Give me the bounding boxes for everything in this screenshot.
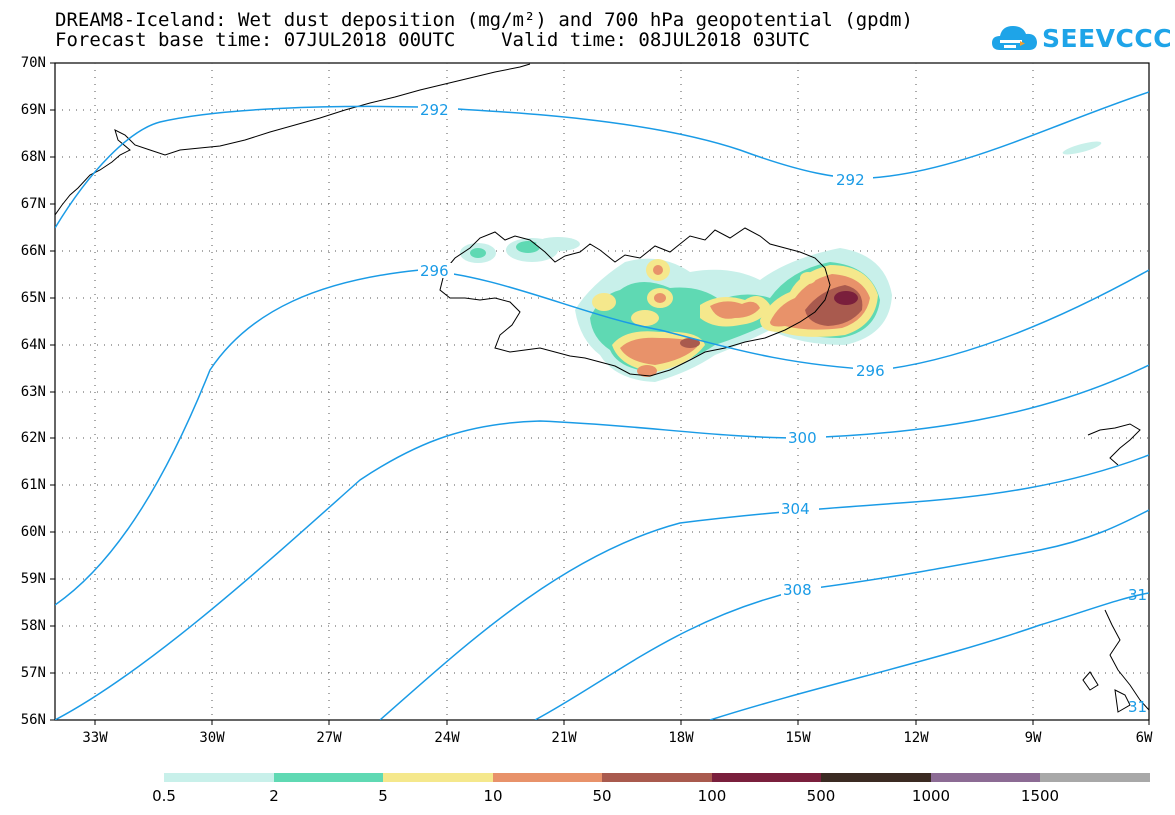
greenland-coast (55, 63, 531, 216)
lat-label: 69N (20, 102, 46, 118)
contour-label: 296 (856, 362, 885, 380)
lon-label: 33W (82, 730, 108, 746)
dust-area (592, 293, 616, 311)
colorbar-bin (602, 773, 712, 782)
colorbar-label: 0.5 (152, 787, 176, 805)
dust-deposition-field (460, 141, 1102, 382)
lat-label: 58N (20, 618, 46, 634)
chart-title: DREAM8-Iceland: Wet dust deposition (mg/… (55, 9, 913, 31)
lon-label: 21W (551, 730, 577, 746)
contour-label: 31 (1128, 698, 1147, 716)
colorbar-label: 10 (483, 787, 503, 805)
contour-label: 300 (788, 429, 817, 447)
contour-label: 31 (1128, 586, 1147, 604)
colorbar (164, 773, 1150, 782)
lat-label: 63N (20, 384, 46, 400)
dust-area (470, 248, 486, 258)
colorbar-bin (1040, 773, 1150, 782)
scotland-coast (1104, 609, 1149, 711)
lon-label: 30W (199, 730, 225, 746)
chart-subtitle: Forecast base time: 07JUL2018 00UTC Vali… (55, 29, 810, 51)
colorbar-bin (493, 773, 602, 782)
logo-text: SEEVCCC (1042, 24, 1173, 53)
contour-292 (55, 91, 1149, 229)
islands-coast (1114, 689, 1131, 713)
tick-marks (50, 62, 1150, 725)
lat-label: 60N (20, 524, 46, 540)
dust-area (637, 365, 657, 377)
lat-label: 56N (20, 712, 46, 728)
contour-296 (55, 269, 1149, 606)
colorbar-bin (712, 773, 821, 782)
dust-area (516, 241, 540, 253)
islands-coast (1082, 671, 1099, 691)
colorbar-bin (383, 773, 493, 782)
lon-label: 6W (1135, 730, 1153, 746)
coastlines (55, 63, 1149, 713)
colorbar-label: 5 (378, 787, 388, 805)
dust-area (1062, 141, 1102, 155)
lat-label: 64N (20, 337, 46, 353)
contour-label: 292 (836, 171, 865, 189)
lat-label: 67N (20, 196, 46, 212)
dust-area (710, 301, 760, 319)
lat-label: 61N (20, 477, 46, 493)
dust-area (800, 272, 816, 284)
seevccc-logo: SEEVCCC (990, 20, 1172, 58)
lat-label: 66N (20, 243, 46, 259)
faroe-coast (1087, 423, 1141, 466)
iceland-coast (439, 227, 831, 377)
lon-label: 18W (668, 730, 694, 746)
dust-area (834, 291, 858, 305)
contour-300 (55, 364, 1149, 720)
colorbar-label: 1000 (911, 787, 951, 805)
lat-label: 62N (20, 430, 46, 446)
cloud-icon (992, 26, 1037, 50)
colorbar-bin (164, 773, 274, 782)
colorbar-label: 100 (697, 787, 727, 805)
contour-label: 292 (420, 101, 449, 119)
colorbar-label: 500 (806, 787, 836, 805)
contour-304 (379, 454, 1149, 720)
dust-area (654, 293, 666, 303)
contour-308 (534, 509, 1149, 720)
colorbar-bin (274, 773, 383, 782)
colorbar-bin (821, 773, 931, 782)
contour-label: 308 (783, 581, 812, 599)
geopotential-contours (55, 91, 1149, 720)
colorbar-label: 2 (269, 787, 279, 805)
colorbar-bin (931, 773, 1040, 782)
contour-label: 296 (420, 262, 449, 280)
lon-label: 27W (316, 730, 342, 746)
contour-label: 304 (781, 500, 810, 518)
lat-label: 65N (20, 290, 46, 306)
dust-area (680, 338, 700, 348)
lat-label: 59N (20, 571, 46, 587)
colorbar-label: 50 (592, 787, 612, 805)
dust-area (620, 337, 697, 365)
colorbar-label: 1500 (1020, 787, 1060, 805)
lon-label: 15W (785, 730, 811, 746)
lat-label: 68N (20, 149, 46, 165)
lon-label: 12W (903, 730, 929, 746)
lon-label: 24W (434, 730, 460, 746)
dust-area (631, 310, 659, 326)
dust-area (536, 237, 580, 251)
lat-label: 57N (20, 665, 46, 681)
contour-312 (709, 592, 1149, 720)
dust-area (653, 265, 663, 275)
lat-label: 70N (20, 55, 46, 71)
lon-label: 9W (1024, 730, 1042, 746)
